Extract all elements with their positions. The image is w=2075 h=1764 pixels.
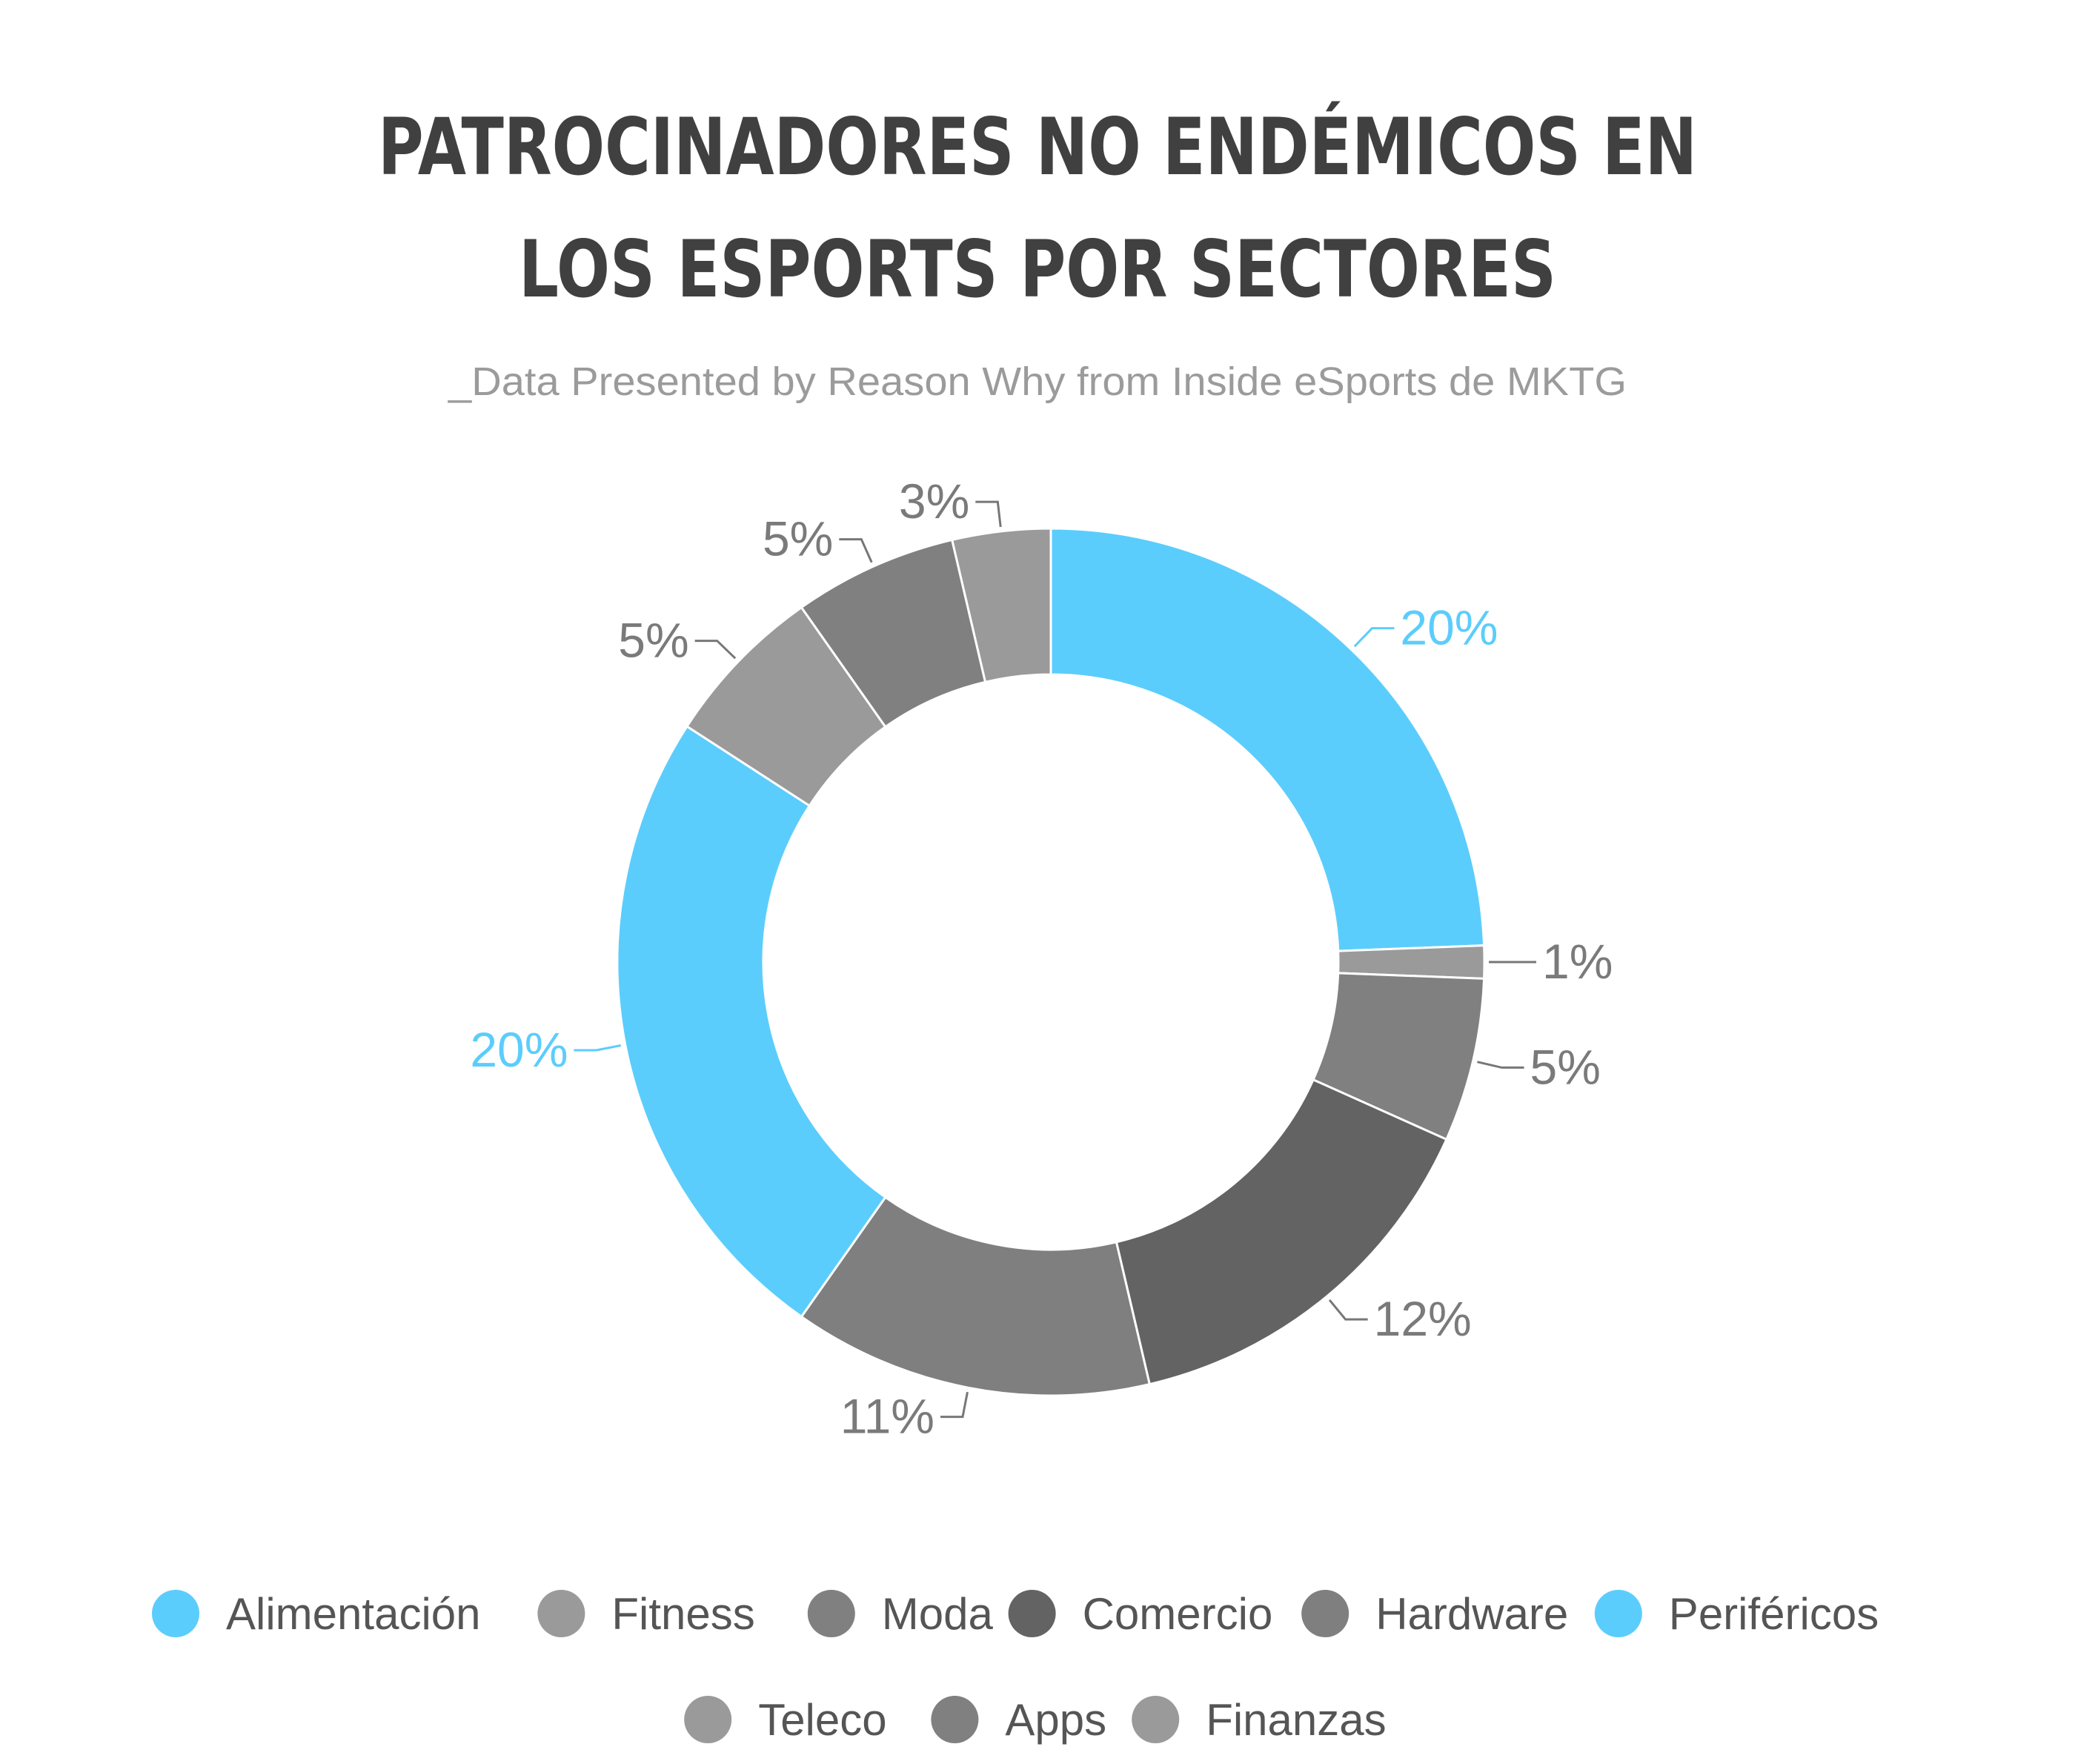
legend-label-teleco: Teleco: [758, 1695, 886, 1745]
pct-label-finanzas: 3%: [899, 474, 969, 528]
chart-title-line-2: LOS ESPORTS POR SECTORES: [519, 224, 1556, 315]
slice-alimentacion: [1049, 527, 1486, 952]
legend-swatch-alimentacion: [152, 1590, 199, 1637]
pct-label-comercio: 12%: [1374, 1291, 1472, 1346]
leader-line: [1328, 1299, 1368, 1321]
slice-comercio: [1115, 1078, 1448, 1386]
pct-label-hardware: 11%: [840, 1389, 934, 1444]
legend-swatch-perifericos: [1594, 1590, 1642, 1637]
leader-line: [694, 640, 737, 660]
legend-label-moda: Moda: [882, 1589, 994, 1639]
legend-swatch-moda: [807, 1590, 855, 1637]
leader-line: [940, 1391, 969, 1419]
legend-swatch-finanzas: [1132, 1696, 1180, 1743]
pct-label-fitness: 1%: [1542, 934, 1613, 989]
legend-swatch-hardware: [1301, 1590, 1349, 1637]
pct-label-moda: 5%: [1530, 1039, 1601, 1094]
pct-label-alimentacion: 20%: [1400, 600, 1498, 655]
leader-line: [1477, 1061, 1524, 1069]
slice-hardware: [800, 1196, 1152, 1397]
slice-labels: 20% 1% 5% 12% 11% 20% 5% 5% 3%: [470, 474, 1613, 1443]
legend-label-apps: Apps: [1005, 1695, 1106, 1745]
legend-label-comercio: Comercio: [1083, 1589, 1273, 1639]
legend-label-perifericos: Periféricos: [1669, 1589, 1879, 1639]
legend-label-fitness: Fitness: [611, 1589, 754, 1639]
legend-label-hardware: Hardware: [1375, 1589, 1568, 1639]
chart-subtitle: _Data Presented by Reason Why from Insid…: [448, 359, 1627, 404]
legend-swatch-apps: [931, 1696, 979, 1743]
legend: Alimentación Fitness Moda Comercio Hardware P…: [152, 1589, 1879, 1745]
slice-finanzas: [950, 527, 1052, 684]
leader-line: [574, 1044, 622, 1052]
legend-swatch-teleco: [684, 1696, 732, 1743]
legend-label-finanzas: Finanzas: [1206, 1695, 1386, 1745]
legend-swatch-fitness: [537, 1590, 585, 1637]
pct-label-apps: 5%: [763, 511, 833, 566]
legend-label-alimentacion: Alimentación: [226, 1589, 481, 1639]
chart-title-line-1: PATROCINADORES NO ENDÉMICOS EN: [378, 102, 1697, 193]
pct-label-teleco: 5%: [618, 613, 688, 668]
donut-slices: [616, 527, 1486, 1397]
leader-line: [975, 500, 1002, 528]
slice-perifericos: [616, 724, 887, 1319]
pct-label-perifericos: 20%: [470, 1022, 568, 1077]
leader-line: [839, 538, 873, 563]
leader-line: [1353, 627, 1395, 648]
legend-swatch-comercio: [1008, 1590, 1056, 1637]
